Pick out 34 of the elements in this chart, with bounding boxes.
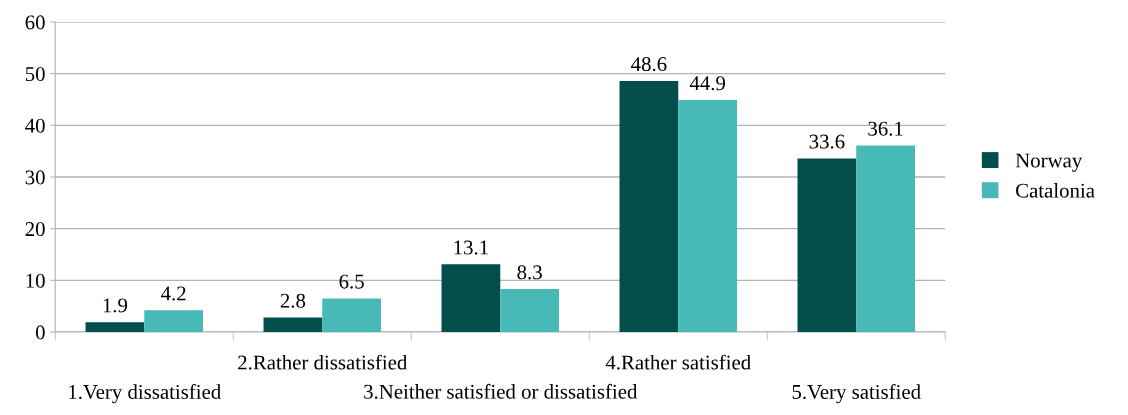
data-label: 4.2 bbox=[161, 286, 186, 301]
data-label: 36.1 bbox=[868, 121, 903, 136]
bar bbox=[500, 289, 560, 332]
data-label: 44.9 bbox=[689, 76, 726, 91]
bar bbox=[678, 100, 738, 332]
data-label: 48.6 bbox=[631, 57, 667, 72]
bar bbox=[263, 317, 323, 332]
y-tick-label: 60 bbox=[25, 15, 45, 30]
y-tick-label: 20 bbox=[25, 222, 45, 237]
bar bbox=[856, 145, 915, 332]
x-tick-label: 1.Very dissatisfied bbox=[69, 384, 221, 404]
x-tick-label: 3.Neither satisfied or dissatisfied bbox=[364, 383, 638, 399]
data-label: 13.1 bbox=[454, 240, 488, 255]
y-tick-label: 30 bbox=[25, 170, 45, 185]
x-tick-label: 2.Rather dissatisfied bbox=[238, 354, 408, 370]
legend-label: Norway bbox=[1015, 153, 1083, 172]
bar bbox=[441, 264, 501, 332]
data-label: 8.3 bbox=[517, 265, 542, 280]
legend-label: Catalonia bbox=[1016, 182, 1095, 198]
bar bbox=[144, 310, 204, 332]
y-tick-label: 10 bbox=[26, 273, 45, 288]
y-tick-label: 50 bbox=[25, 67, 45, 82]
x-tick-label: 5.Very satisfied bbox=[792, 384, 921, 404]
data-label: 1.9 bbox=[103, 298, 128, 313]
data-label: 2.8 bbox=[280, 293, 306, 308]
bar bbox=[322, 298, 382, 332]
bar bbox=[797, 158, 857, 332]
x-tick-label: 4.Rather satisfied bbox=[605, 354, 751, 370]
data-label: 6.5 bbox=[339, 274, 364, 289]
bar bbox=[619, 80, 679, 332]
y-tick-label: 0 bbox=[35, 325, 45, 340]
y-tick-label: 40 bbox=[25, 118, 45, 133]
data-label: 33.6 bbox=[809, 134, 845, 149]
bar bbox=[85, 322, 145, 332]
